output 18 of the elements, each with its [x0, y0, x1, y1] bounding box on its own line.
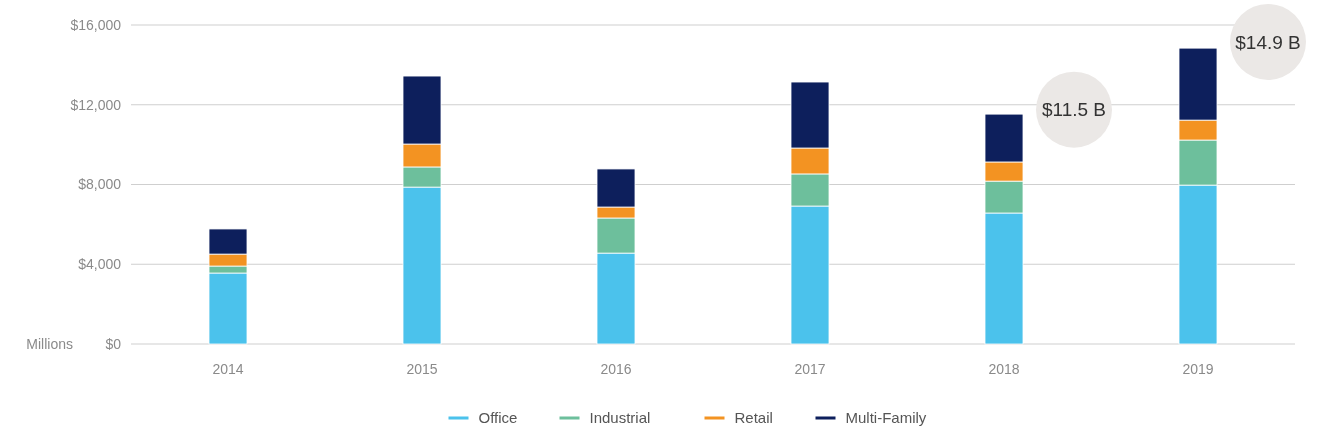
- y-tick-label: $12,000: [70, 96, 122, 113]
- y-tick-label: $0: [105, 335, 122, 352]
- legend-label: Office: [478, 409, 518, 427]
- legend-label: Multi-Family: [845, 409, 927, 427]
- annotation: $11.5 B: [1041, 99, 1107, 121]
- x-tick-label: 2016: [600, 361, 632, 377]
- x-tick-label: 2017: [794, 361, 826, 377]
- y-tick-label: $16,000: [70, 16, 122, 33]
- y-axis-title: Millions: [26, 335, 73, 352]
- y-tick-label: $4,000: [78, 256, 122, 273]
- x-tick-label: 2015: [406, 361, 438, 377]
- annotation: $14.9 B: [1235, 31, 1301, 53]
- x-tick-label: 2018: [988, 361, 1020, 377]
- legend-label: Retail: [734, 409, 773, 427]
- x-tick-label: 2014: [212, 361, 244, 377]
- legend-label: Industrial: [589, 409, 651, 427]
- y-tick-label: $8,000: [78, 176, 122, 193]
- x-tick-label: 2019: [1182, 361, 1214, 377]
